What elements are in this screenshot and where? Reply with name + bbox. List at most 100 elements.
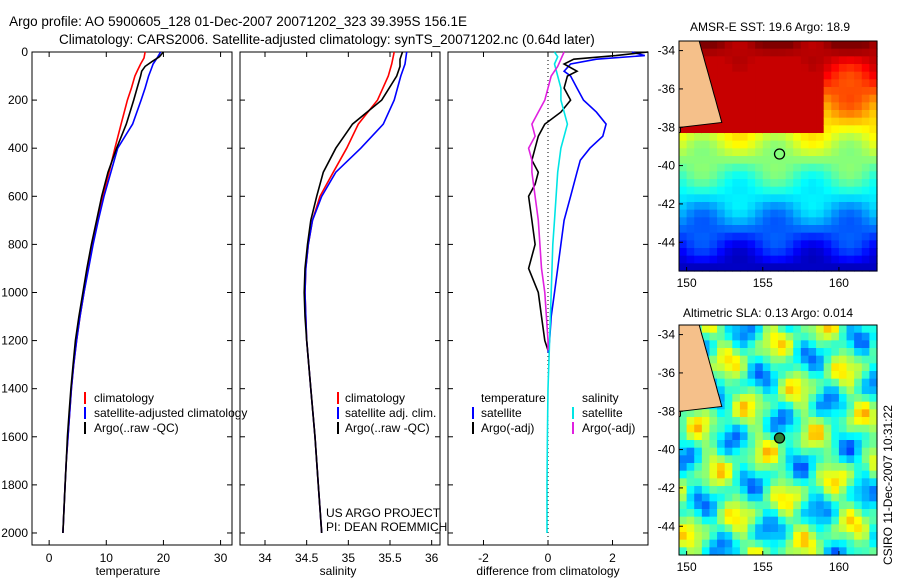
map-cell (838, 232, 848, 241)
map-cell (823, 64, 832, 73)
map-cell (800, 394, 810, 403)
map-cell (838, 470, 848, 479)
map-cell (770, 171, 779, 180)
x-tick-label: 2 (609, 551, 616, 565)
map-cell (838, 140, 848, 149)
map-cell (838, 48, 848, 57)
map-cell (785, 263, 794, 272)
map-cell (686, 217, 695, 226)
map-cell (701, 501, 711, 510)
map-cell (724, 140, 733, 149)
map-cell (732, 148, 741, 157)
map-cell (724, 48, 733, 57)
map-cell (755, 255, 764, 264)
map-cell (778, 401, 787, 410)
map-cell (831, 171, 840, 180)
map-cell (838, 532, 848, 541)
map-cell (854, 409, 863, 418)
map-cell (846, 94, 855, 103)
map-cell (770, 240, 779, 249)
map-cell (724, 363, 733, 372)
map-cell (861, 547, 870, 556)
map-cell (861, 363, 870, 372)
map-cell (709, 248, 718, 257)
map-cell (800, 125, 810, 134)
map-cell (724, 486, 733, 495)
map-cell (838, 325, 848, 334)
map-cell (854, 255, 863, 264)
map-cell (869, 386, 878, 395)
map-cell (747, 217, 756, 226)
map-cell (831, 539, 840, 548)
figure-header-line2: Climatology: CARS2006. Satellite-adjuste… (59, 32, 595, 47)
map-cell (838, 332, 848, 341)
map-cell (686, 140, 695, 149)
map-cell (679, 232, 688, 241)
map-cell (732, 463, 741, 472)
map-cell (747, 363, 756, 372)
map-cell (747, 87, 756, 96)
map-cell (778, 163, 787, 172)
map-cell (770, 225, 779, 234)
map-cell (732, 524, 741, 533)
map-cell (747, 509, 756, 518)
map-cell (686, 156, 695, 165)
temperature-series (62, 51, 165, 534)
map-cell (831, 140, 840, 149)
map-cell (846, 148, 855, 157)
map-cell (816, 87, 825, 96)
map-cell (694, 455, 703, 464)
map-cell (679, 432, 688, 441)
map-cell (808, 240, 817, 249)
map-cell (846, 56, 855, 65)
map-cell (823, 263, 832, 272)
map-cell (755, 194, 764, 203)
map-cell (770, 547, 779, 556)
map-cell (739, 363, 749, 372)
map-cell (701, 463, 711, 472)
map-cell (869, 217, 878, 226)
map-cell (770, 516, 779, 525)
map-cell (808, 156, 817, 165)
map-cell (861, 355, 870, 364)
map-cell (724, 447, 733, 456)
map-cell (800, 64, 810, 73)
map-cell (724, 340, 733, 349)
sst-map-frame (678, 40, 878, 272)
map-cell (793, 117, 802, 126)
map-cell (846, 194, 855, 203)
map-cell (861, 532, 870, 541)
map-cell (717, 64, 726, 73)
map-cell (747, 455, 756, 464)
map-cell (686, 486, 695, 495)
map-cell (854, 48, 863, 57)
map-cell (816, 478, 825, 487)
map-cell (747, 240, 756, 249)
map-cell (739, 493, 749, 502)
map-cell (770, 325, 779, 334)
map-cell (717, 94, 726, 103)
map-cell (861, 432, 870, 441)
map-cell (838, 133, 848, 142)
map-cell (854, 547, 863, 556)
map-cell (808, 478, 817, 487)
map-cell (838, 417, 848, 426)
map-cell (793, 240, 802, 249)
map-cell (686, 186, 695, 195)
map-cell (816, 401, 825, 410)
map-cell (838, 455, 848, 464)
map-cell (755, 371, 764, 380)
map-cell (724, 325, 733, 334)
map-cell (869, 409, 878, 418)
map-cell (770, 202, 779, 211)
map-cell (717, 79, 726, 88)
map-cell (709, 240, 718, 249)
difference-temperature-legend: temperature satellite Argo(-adj) (472, 391, 546, 435)
map-cell (778, 478, 787, 487)
map-cell (686, 202, 695, 211)
map-cell (770, 532, 779, 541)
map-cell (762, 194, 771, 203)
map-cell (679, 493, 688, 502)
map-cell (679, 217, 688, 226)
map-cell (747, 478, 756, 487)
